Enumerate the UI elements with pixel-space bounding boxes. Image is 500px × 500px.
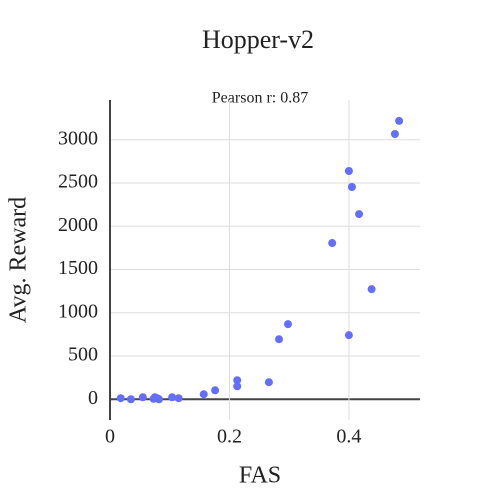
point xyxy=(367,285,376,294)
point xyxy=(233,382,242,391)
point xyxy=(199,390,208,399)
point xyxy=(233,376,242,385)
x-axis-label: FAS xyxy=(239,463,281,489)
point xyxy=(116,394,125,403)
x-tick-label: 0 xyxy=(105,426,115,448)
y-tick-label: 500 xyxy=(68,344,98,366)
point xyxy=(275,335,284,344)
point xyxy=(174,394,183,403)
point xyxy=(264,378,273,387)
point xyxy=(283,320,292,329)
point xyxy=(138,393,147,402)
y-axis-label: Avg. Reward xyxy=(6,197,32,323)
y-tick-label: 3000 xyxy=(58,127,98,149)
point xyxy=(355,210,364,219)
point xyxy=(328,239,337,248)
point xyxy=(390,129,399,138)
chart-title: Hopper-v2 xyxy=(202,25,314,54)
point xyxy=(344,167,353,176)
point xyxy=(126,395,135,404)
point xyxy=(347,183,356,192)
y-tick-label: 1500 xyxy=(58,257,98,279)
y-tick-label: 1000 xyxy=(58,300,98,322)
point xyxy=(168,393,177,402)
y-tick-label: 0 xyxy=(88,387,98,409)
y-tick-label: 2000 xyxy=(58,214,98,236)
point xyxy=(395,116,404,125)
point xyxy=(211,386,220,395)
x-tick-label: 0.4 xyxy=(336,426,361,448)
point xyxy=(149,394,158,403)
annotation: Pearson r: 0.87 xyxy=(212,90,308,107)
x-tick-label: 0.2 xyxy=(217,426,242,448)
point xyxy=(344,331,353,340)
y-tick-label: 2500 xyxy=(58,171,98,193)
